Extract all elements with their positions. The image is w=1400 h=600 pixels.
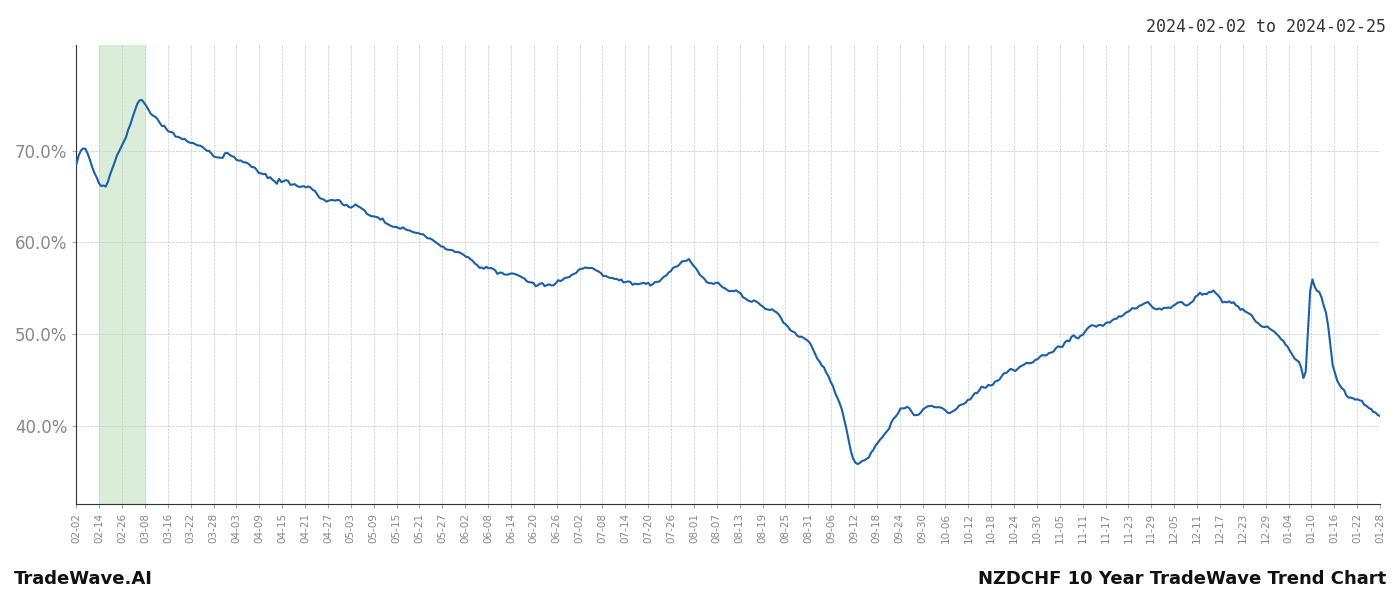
Text: NZDCHF 10 Year TradeWave Trend Chart: NZDCHF 10 Year TradeWave Trend Chart [977,570,1386,588]
Bar [99,45,146,504]
Text: TradeWave.AI: TradeWave.AI [14,570,153,588]
Text: 2024-02-02 to 2024-02-25: 2024-02-02 to 2024-02-25 [1147,18,1386,36]
